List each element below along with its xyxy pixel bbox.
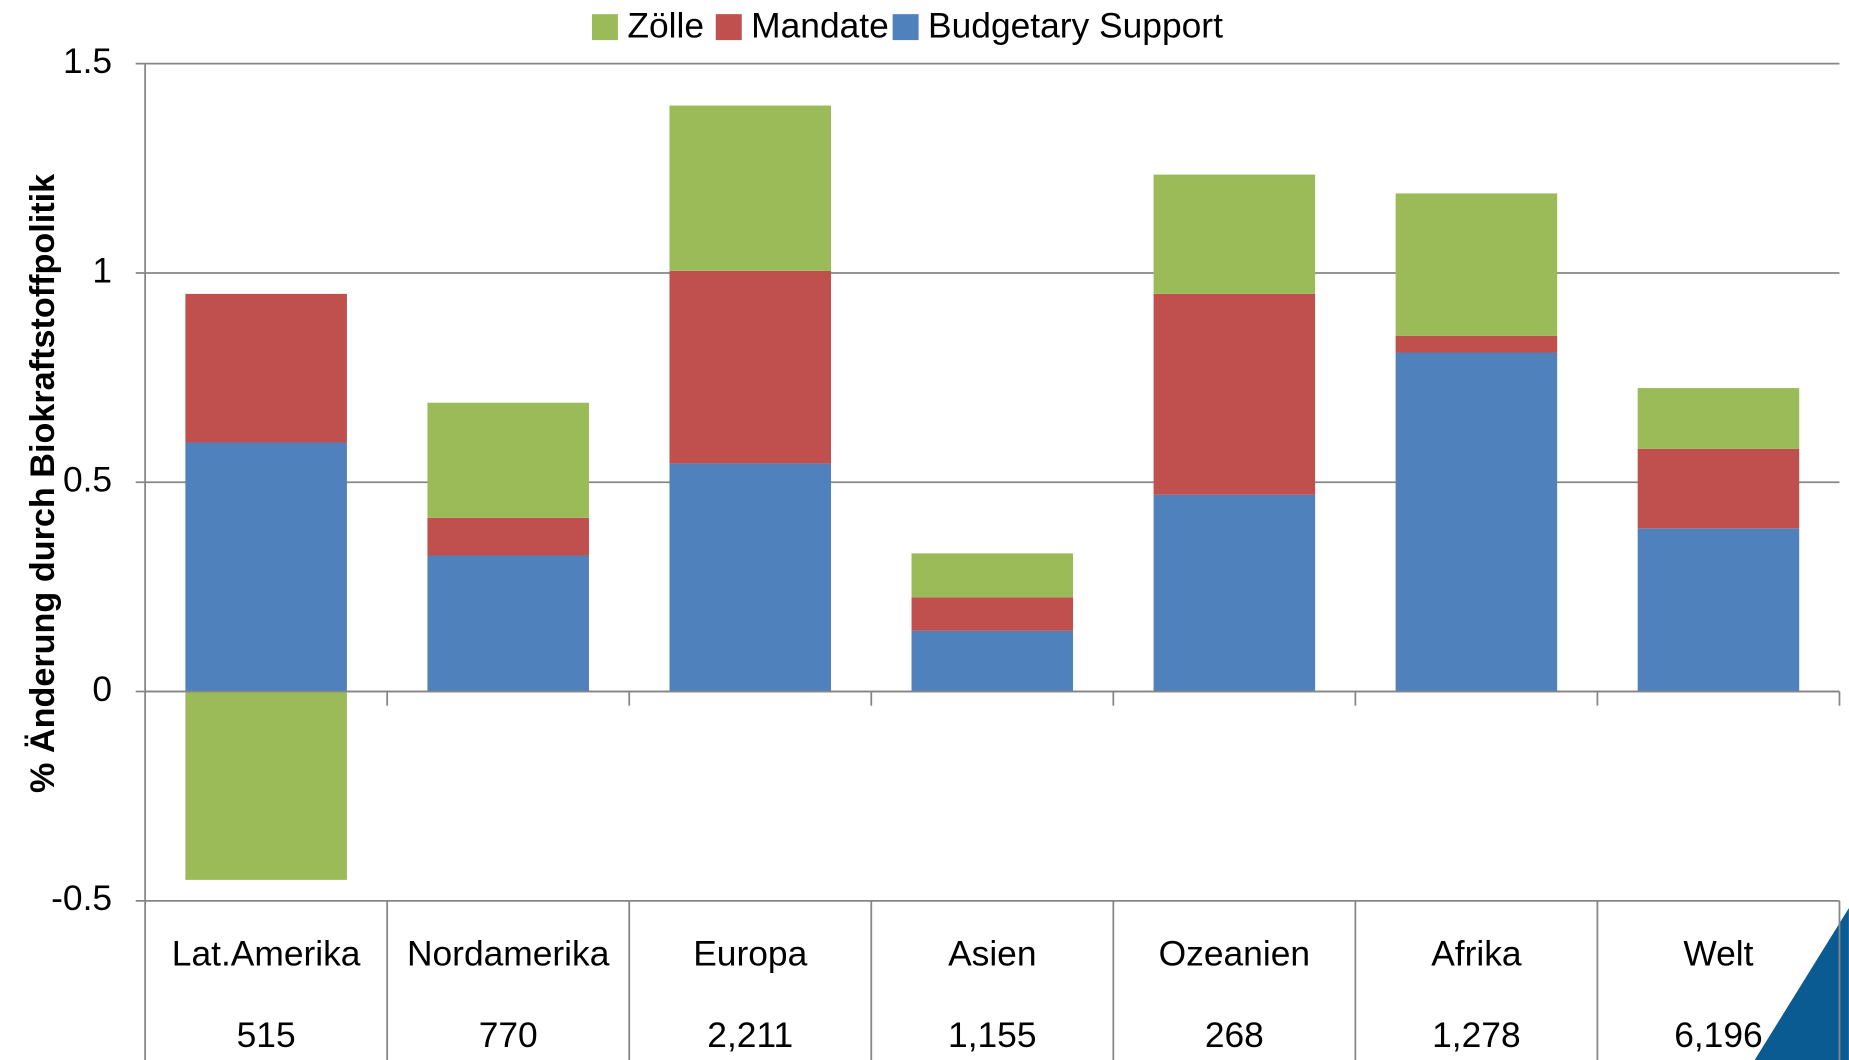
- y-axis-title: % Änderung durch Biokraftstoffpolitik: [24, 173, 62, 793]
- bar-segment: [185, 442, 347, 692]
- x-tick-label: Asien: [948, 935, 1036, 974]
- bar-segment: [185, 293, 347, 443]
- bar-segment: [669, 105, 832, 271]
- x-sublabel: 1,155: [948, 1016, 1037, 1055]
- y-tick-label: -0.5: [51, 879, 112, 918]
- bar-segment: [911, 597, 1074, 631]
- bar-segment: [1153, 174, 1316, 294]
- bar-segment: [1637, 528, 1800, 692]
- x-tick-label: Afrika: [1431, 935, 1522, 974]
- x-sublabel: 1,278: [1432, 1016, 1521, 1055]
- bar-segment: [427, 402, 589, 518]
- bar-segment: [1637, 448, 1800, 529]
- bar-segment: [185, 691, 347, 880]
- x-tick-label: Welt: [1683, 935, 1753, 974]
- x-sublabel: 6,196: [1674, 1016, 1762, 1055]
- y-tick-label: 0: [92, 670, 112, 709]
- x-tick-label: Lat.Amerika: [172, 935, 361, 974]
- bar-segment: [911, 553, 1074, 598]
- bar-segment: [669, 463, 832, 692]
- x-tick-label: Ozeanien: [1159, 935, 1310, 974]
- decoration-edge: [1747, 905, 1849, 1060]
- x-sublabel: 770: [479, 1016, 538, 1055]
- legend-label: Mandate: [751, 7, 889, 46]
- bar-segment: [1637, 388, 1800, 449]
- bar-segment: [1395, 193, 1558, 336]
- legend-swatch: [591, 14, 618, 41]
- bar-segment: [1153, 494, 1316, 692]
- x-sublabel: 268: [1205, 1016, 1264, 1055]
- x-sublabel: 515: [237, 1016, 296, 1055]
- legend-label: Budgetary Support: [928, 7, 1223, 46]
- bar-segment: [669, 270, 832, 464]
- legend-swatch: [715, 14, 742, 41]
- y-tick-label: 1: [92, 251, 112, 290]
- y-tick-label: 1.5: [63, 42, 112, 81]
- bar-segment: [427, 555, 589, 692]
- legend-label: Zölle: [627, 7, 704, 46]
- y-tick-label: 0.5: [63, 461, 112, 500]
- x-tick-label: Europa: [693, 935, 807, 974]
- bar-segment: [1395, 352, 1558, 692]
- bar-segment: [1395, 335, 1558, 353]
- bar-segment: [1153, 293, 1316, 495]
- x-tick-label: Nordamerika: [407, 935, 610, 974]
- x-sublabel: 2,211: [707, 1016, 793, 1055]
- legend-swatch: [892, 14, 919, 41]
- bar-segment: [911, 630, 1074, 692]
- bar-segment: [427, 517, 589, 556]
